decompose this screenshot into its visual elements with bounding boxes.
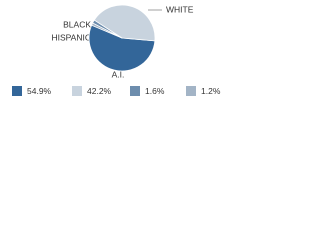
legend-swatch [186, 86, 196, 96]
legend-label: 1.2% [201, 86, 221, 96]
legend-label: 42.2% [87, 86, 112, 96]
slice-label: A.I. [112, 69, 125, 79]
legend-label: 54.9% [27, 86, 52, 96]
legend-swatch [72, 86, 82, 96]
legend-swatch [130, 86, 140, 96]
legend-label: 1.6% [145, 86, 165, 96]
slice-label: BLACK [63, 19, 91, 29]
slice-label: HISPANIC [51, 32, 91, 42]
pie-slice [93, 4, 156, 42]
slice-label: WHITE [166, 4, 194, 14]
pie-slice [88, 24, 156, 72]
chart: WHITE BLACK HISPANIC A.I. 54.9% 42.2% 1.6%… [12, 4, 221, 96]
legend-swatch [12, 86, 22, 96]
